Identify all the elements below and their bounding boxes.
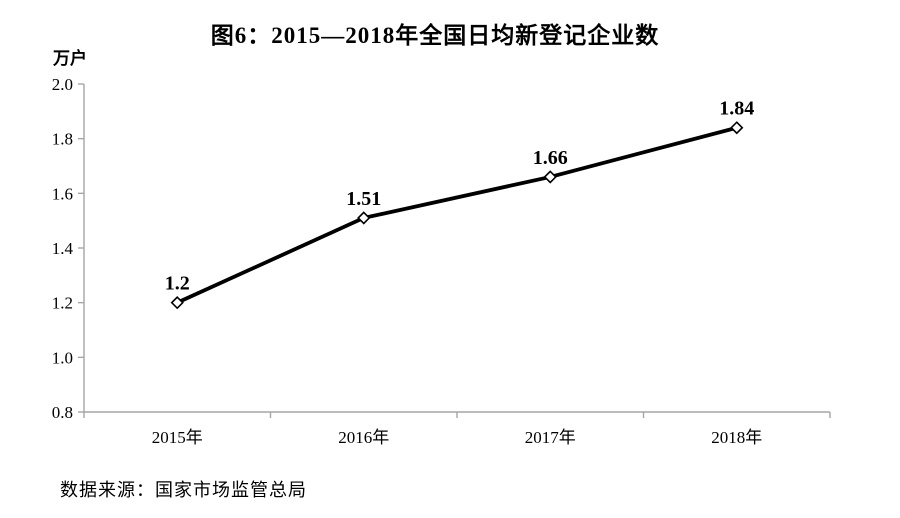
data-point-marker — [543, 170, 557, 184]
data-point-marker — [730, 121, 744, 135]
y-axis-tick-label: 1.2 — [52, 294, 73, 313]
x-axis-label: 2016年 — [338, 428, 389, 447]
y-axis-unit-label: 万户 — [53, 49, 87, 68]
y-axis-tick-label: 1.6 — [52, 184, 73, 203]
y-axis-tick-label: 2.0 — [52, 75, 73, 94]
x-axis-label: 2017年 — [525, 428, 576, 447]
data-point-label: 1.2 — [165, 273, 190, 295]
data-point-marker — [170, 296, 184, 310]
y-axis-tick-label: 1.8 — [52, 130, 73, 149]
data-line — [175, 125, 739, 305]
data-point-label: 1.66 — [533, 147, 568, 169]
x-axis-label: 2018年 — [711, 428, 762, 447]
data-point-label: 1.51 — [346, 188, 381, 210]
y-axis-tick-label: 1.0 — [52, 348, 73, 367]
y-axis-tick-label: 0.8 — [52, 403, 73, 422]
chart-title: 图6：2015—2018年全国日均新登记企业数 — [210, 23, 660, 48]
data-point-label: 1.84 — [719, 98, 754, 120]
x-axis-label: 2015年 — [152, 428, 203, 447]
source-note: 数据来源：国家市场监管总局 — [60, 480, 307, 500]
data-point-marker — [357, 211, 371, 225]
y-axis-tick-label: 1.4 — [52, 239, 74, 258]
